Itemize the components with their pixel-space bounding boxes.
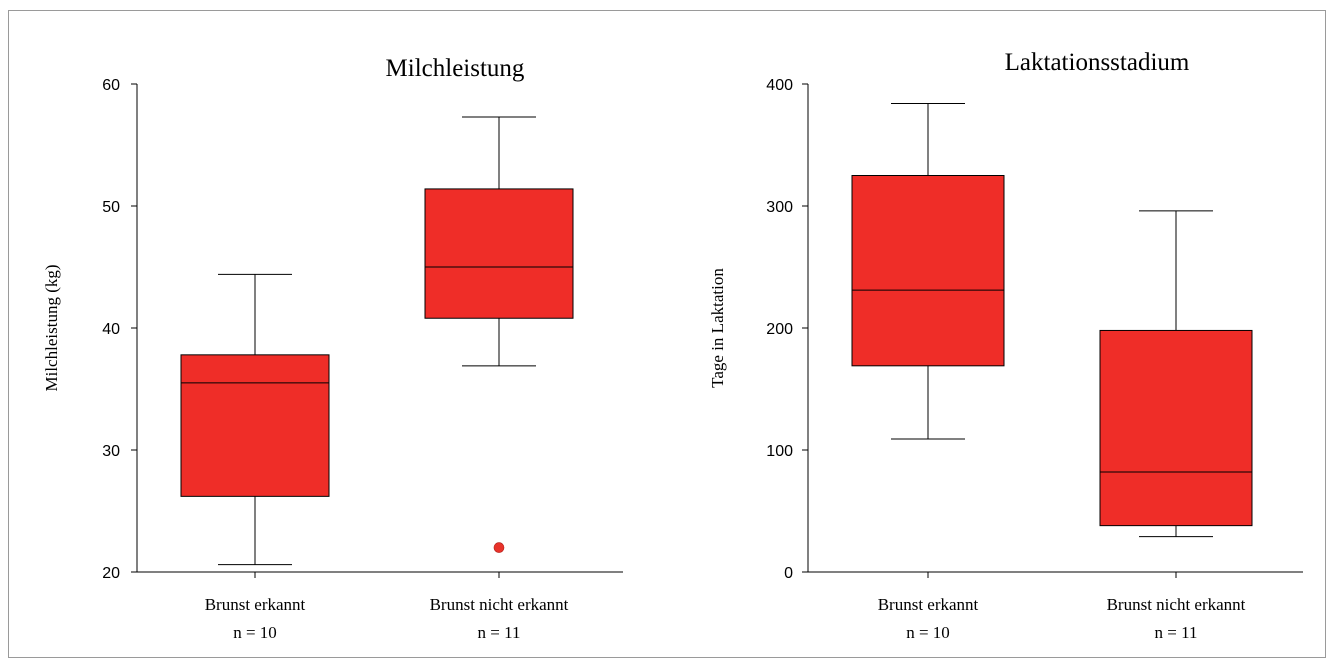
- box-2: [424, 116, 574, 553]
- iqr-box: [1099, 329, 1253, 527]
- chart-panel-2: Laktationsstadium Tage in Laktation 0 100 20…: [708, 49, 1303, 642]
- sample-size-label: n = 10: [906, 623, 950, 642]
- iqr-box: [180, 354, 330, 497]
- y-tick-label: 100: [766, 443, 793, 460]
- chart-title: Laktationsstadium: [1005, 49, 1190, 76]
- x-tick-label: Brunst nicht erkannt: [430, 595, 569, 614]
- y-tick-label: 300: [766, 199, 793, 216]
- iqr-box: [851, 175, 1005, 367]
- sample-size-label: n = 10: [233, 623, 277, 642]
- x-tick-label: Brunst erkannt: [878, 595, 979, 614]
- sample-size-label: n = 11: [1155, 623, 1198, 642]
- y-tick-label: 50: [102, 199, 120, 216]
- outlier-point: [493, 542, 505, 553]
- y-tick-label: 20: [102, 565, 120, 582]
- box-1: [851, 103, 1005, 440]
- box-2: [1099, 210, 1253, 538]
- y-tick-label: 0: [784, 565, 793, 582]
- y-tick-label: 30: [102, 443, 120, 460]
- y-axis-label: Tage in Laktation: [708, 268, 727, 388]
- y-tick-label: 400: [766, 77, 793, 94]
- x-tick-label: Brunst erkannt: [205, 595, 306, 614]
- y-tick-label: 40: [102, 321, 120, 338]
- x-tick-label: Brunst nicht erkannt: [1107, 595, 1246, 614]
- iqr-box: [424, 188, 574, 319]
- chart-title: Milchleistung: [386, 55, 525, 82]
- y-axis-label: Milchleistung (kg): [42, 264, 61, 391]
- sample-size-label: n = 11: [478, 623, 521, 642]
- chart-panel-1: Milchleistung Milchleistung (kg) 20 30 40 50 6…: [42, 55, 623, 642]
- y-tick-label: 60: [102, 77, 120, 94]
- y-tick-label: 200: [766, 321, 793, 338]
- box-1: [180, 273, 330, 566]
